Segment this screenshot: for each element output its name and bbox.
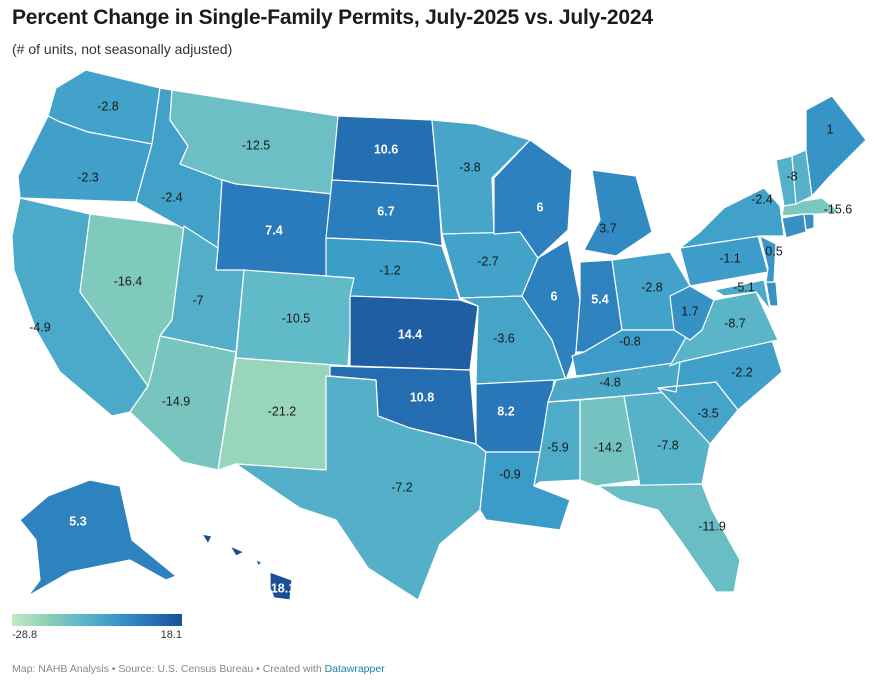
state-value-label-mt: -12.5 <box>242 138 271 152</box>
state-value-label-mi: 3.7 <box>599 221 616 235</box>
state-ak[interactable] <box>19 479 177 597</box>
state-hi[interactable] <box>201 533 293 601</box>
state-value-label-va: -8.7 <box>724 316 746 330</box>
state-value-label-ar: 8.2 <box>497 404 514 418</box>
state-az[interactable] <box>129 335 237 471</box>
state-value-label-or: -2.3 <box>77 170 99 184</box>
state-value-label-ak: 5.3 <box>69 514 86 528</box>
state-al[interactable] <box>579 395 641 487</box>
state-nj[interactable] <box>759 235 777 283</box>
state-nc[interactable] <box>657 339 783 411</box>
state-value-label-md: -5.1 <box>733 280 755 294</box>
state-value-label-mo: -3.6 <box>493 331 515 345</box>
state-value-label-la: -0.9 <box>499 467 521 481</box>
state-value-label-ma: -15.6 <box>824 202 853 216</box>
state-value-label-nj: 0.5 <box>765 244 782 258</box>
state-value-label-sd: 6.7 <box>377 204 394 218</box>
map-title: Percent Change in Single-Family Permits,… <box>12 6 653 29</box>
state-me[interactable] <box>805 95 867 197</box>
state-value-label-ky: -0.8 <box>619 334 641 348</box>
state-md[interactable] <box>713 279 771 311</box>
state-value-label-wa: -2.8 <box>97 99 119 113</box>
color-scale-legend: -28.8 18.1 <box>12 614 182 642</box>
us-state-choropleth-map: -2.8 -2.3 -4.9 -16.4 -2.4 -12.5 7.4 -7 -… <box>11 69 867 601</box>
state-value-label-mn: -3.8 <box>459 160 481 174</box>
state-value-label-ks: 14.4 <box>398 327 422 341</box>
state-mn[interactable] <box>431 119 531 235</box>
legend-max-label: 18.1 <box>160 629 182 641</box>
state-value-label-in: 5.4 <box>591 292 608 306</box>
state-tx[interactable] <box>235 375 487 601</box>
state-value-label-tn: -4.8 <box>599 375 621 389</box>
legend-gradient-bar <box>12 614 182 626</box>
state-value-label-me: 1 <box>827 122 834 136</box>
state-il[interactable] <box>521 239 581 381</box>
state-value-label-wi: 6 <box>537 200 544 214</box>
state-value-label-al: -14.2 <box>594 440 623 454</box>
state-ga[interactable] <box>623 391 711 487</box>
state-value-label-ne: -1.2 <box>379 263 401 277</box>
state-value-label-il: 6 <box>551 289 558 303</box>
state-value-label-sc: -3.5 <box>697 406 719 420</box>
state-wi[interactable] <box>493 139 573 259</box>
state-mi[interactable] <box>583 169 653 257</box>
state-value-label-co: -10.5 <box>282 311 311 325</box>
state-ct[interactable] <box>781 213 807 239</box>
state-value-label-ca: -4.9 <box>29 320 51 334</box>
footer-credits: Map: NAHB Analysis • Source: U.S. Census… <box>12 663 385 675</box>
map-subtitle: (# of units, not seasonally adjusted) <box>12 41 233 57</box>
state-value-label-nd: 10.6 <box>374 142 398 156</box>
state-value-label-wv: 1.7 <box>681 304 698 318</box>
state-value-label-az: -14.9 <box>162 394 191 408</box>
state-value-label-ia: -2.7 <box>477 254 499 268</box>
state-value-label-nm: -21.2 <box>268 404 297 418</box>
state-value-label-fl: -11.9 <box>698 519 726 533</box>
state-ri[interactable] <box>803 213 815 231</box>
state-value-label-nv: -16.4 <box>114 274 143 288</box>
state-value-label-tx: -7.2 <box>391 480 413 494</box>
state-value-label-ok: 10.8 <box>410 390 434 404</box>
state-ks[interactable] <box>349 295 479 371</box>
state-value-label-hi: 18.1 <box>271 581 295 595</box>
state-value-label-ut: -7 <box>192 293 203 307</box>
state-value-label-nc: -2.2 <box>731 365 753 379</box>
state-value-label-pa: -1.1 <box>719 251 741 265</box>
state-fl[interactable] <box>597 483 741 593</box>
state-value-label-oh: -2.8 <box>641 280 663 294</box>
state-value-label-ms: -5.9 <box>547 440 569 454</box>
state-value-label-nh: -8 <box>786 169 797 183</box>
state-value-label-ga: -7.8 <box>657 438 679 452</box>
legend-min-label: -28.8 <box>12 629 38 641</box>
datawrapper-link[interactable]: Datawrapper <box>324 663 385 675</box>
state-value-label-id: -2.4 <box>161 190 183 204</box>
footer-text: Map: NAHB Analysis • Source: U.S. Census… <box>12 663 325 675</box>
state-value-label-wy: 7.4 <box>265 223 282 237</box>
state-value-label-ny: -2.4 <box>751 192 773 206</box>
